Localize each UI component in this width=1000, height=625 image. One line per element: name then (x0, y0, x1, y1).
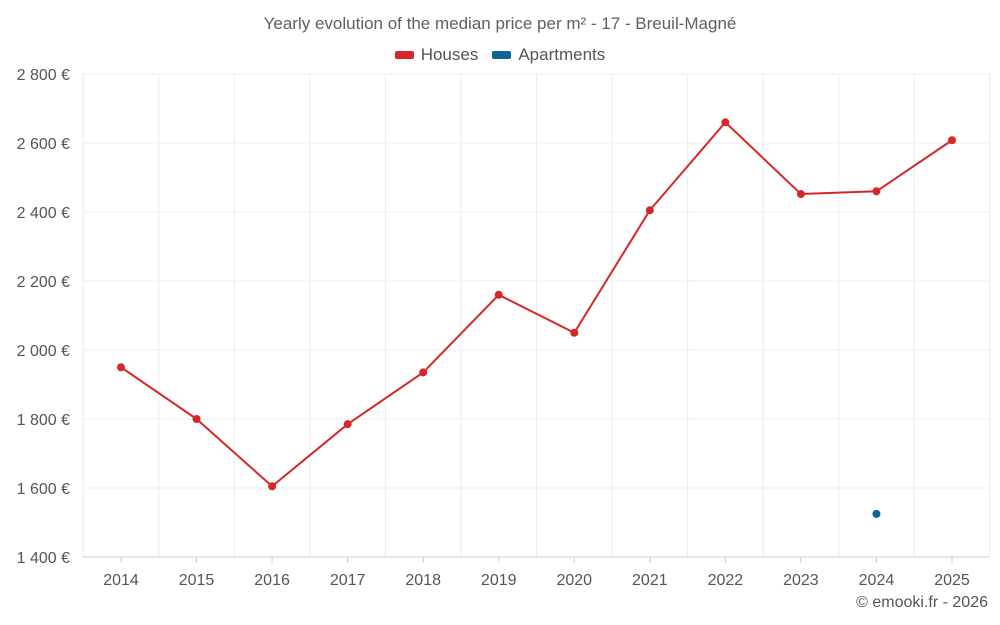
legend-swatch-apartments (492, 51, 512, 59)
x-tick-label: 2017 (330, 572, 366, 589)
x-tick-label: 2018 (405, 572, 441, 589)
data-point-houses (117, 363, 125, 372)
chart-legend: Houses Apartments (0, 45, 1000, 65)
legend-swatch-houses (394, 51, 414, 59)
x-tick-label: 2024 (859, 572, 895, 589)
y-tick-label: 1 800 € (17, 412, 70, 429)
data-point-houses (948, 136, 956, 145)
data-point-houses (570, 328, 579, 337)
data-point-houses (872, 187, 881, 196)
x-tick-label: 2016 (254, 572, 290, 589)
x-tick-label: 2022 (708, 572, 744, 589)
chart-title: Yearly evolution of the median price per… (263, 14, 737, 33)
data-point-houses (268, 482, 277, 491)
legend-item-apartments[interactable]: Apartments (492, 45, 605, 65)
y-tick-label: 2 200 € (17, 274, 70, 291)
x-tick-label: 2020 (556, 572, 592, 589)
data-point-houses (343, 420, 352, 429)
data-point-apartments (872, 509, 881, 518)
legend-item-houses[interactable]: Houses (394, 45, 479, 65)
x-tick-label: 2023 (783, 572, 819, 589)
legend-label-apartments: Apartments (518, 45, 606, 64)
data-point-houses (419, 368, 428, 377)
x-tick-label: 2021 (632, 572, 668, 589)
data-point-houses (721, 118, 730, 127)
x-tick-label: 2019 (481, 572, 517, 589)
x-tick-label: 2015 (179, 572, 215, 589)
x-tick-label: 2014 (103, 572, 139, 589)
legend-label-houses: Houses (420, 45, 479, 64)
data-point-houses (645, 206, 654, 215)
x-tick-label: 2025 (934, 572, 970, 589)
y-tick-label: 2 000 € (17, 343, 70, 360)
copyright-credit: © emooki.fr - 2026 (856, 594, 988, 611)
y-tick-label: 2 800 € (17, 67, 70, 84)
data-point-houses (796, 190, 805, 199)
data-point-houses (192, 415, 201, 423)
y-tick-label: 2 600 € (17, 136, 70, 153)
series-line-houses (120, 121, 953, 488)
data-point-houses (494, 290, 503, 299)
y-tick-label: 1 400 € (17, 550, 70, 567)
y-tick-label: 1 600 € (17, 481, 70, 498)
y-tick-label: 2 400 € (17, 205, 70, 222)
